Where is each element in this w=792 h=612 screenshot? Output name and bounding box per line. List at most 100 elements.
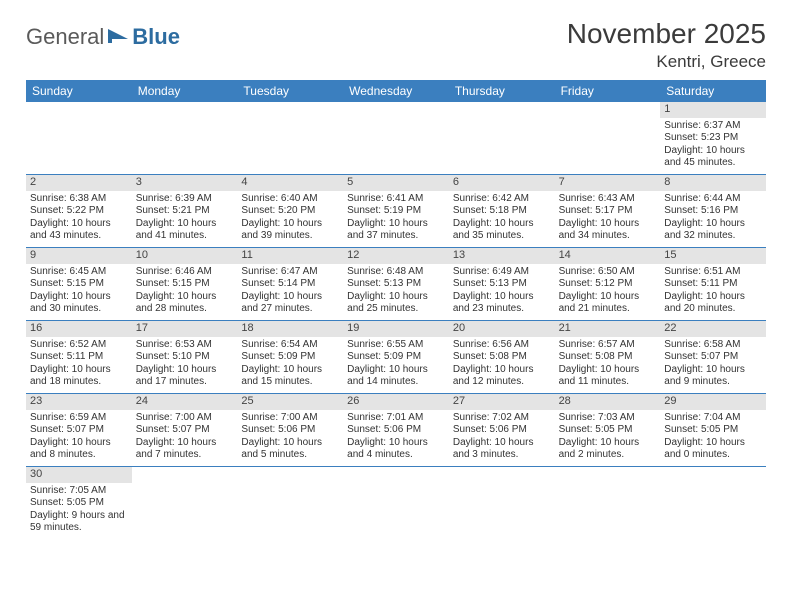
sunset-text: Sunset: 5:06 PM xyxy=(241,424,339,437)
day-cell: 20Sunrise: 6:56 AMSunset: 5:08 PMDayligh… xyxy=(449,321,555,393)
sunset-text: Sunset: 5:17 PM xyxy=(559,205,657,218)
sunrise-text: Sunrise: 7:01 AM xyxy=(347,412,445,425)
day-cell: 29 Sunrise: 7:04 AMSunset: 5:05 PMDayligh… xyxy=(660,394,766,466)
sunset-text: Sunset: 5:05 PM xyxy=(559,424,657,437)
day-number: 20 xyxy=(449,321,555,337)
day-number: 23 xyxy=(26,394,132,410)
daylight-text: Daylight: 10 hours and 0 minutes. xyxy=(664,437,762,462)
logo-flag-icon xyxy=(108,29,130,45)
sunset-text: Sunset: 5:11 PM xyxy=(664,278,762,291)
daylight-text: Daylight: 10 hours and 41 minutes. xyxy=(136,218,234,243)
sunset-text: Sunset: 5:13 PM xyxy=(453,278,551,291)
sunset-text: Sunset: 5:21 PM xyxy=(136,205,234,218)
sunset-text: Sunset: 5:20 PM xyxy=(241,205,339,218)
day-number: 28 xyxy=(555,394,661,410)
sunset-text: Sunset: 5:18 PM xyxy=(453,205,551,218)
sunset-text: Sunset: 5:19 PM xyxy=(347,205,445,218)
day-cell: 21Sunrise: 6:57 AMSunset: 5:08 PMDayligh… xyxy=(555,321,661,393)
calendar-week: 2Sunrise: 6:38 AMSunset: 5:22 PMDaylight… xyxy=(26,175,766,248)
sunset-text: Sunset: 5:16 PM xyxy=(664,205,762,218)
day-number: 26 xyxy=(343,394,449,410)
daylight-text: Daylight: 10 hours and 43 minutes. xyxy=(30,218,128,243)
day-number: 15 xyxy=(660,248,766,264)
daylight-text: Daylight: 10 hours and 30 minutes. xyxy=(30,291,128,316)
day-number: 11 xyxy=(237,248,343,264)
day-number: 27 xyxy=(449,394,555,410)
weekday-label: Monday xyxy=(132,80,238,102)
day-number: 2 xyxy=(26,175,132,191)
sunset-text: Sunset: 5:07 PM xyxy=(136,424,234,437)
day-cell xyxy=(555,467,661,539)
sunrise-text: Sunrise: 6:42 AM xyxy=(453,193,551,206)
daylight-text: Daylight: 10 hours and 8 minutes. xyxy=(30,437,128,462)
daylight-text: Daylight: 10 hours and 27 minutes. xyxy=(241,291,339,316)
sunrise-text: Sunrise: 7:05 AM xyxy=(30,485,128,498)
daylight-text: Daylight: 10 hours and 25 minutes. xyxy=(347,291,445,316)
sunrise-text: Sunrise: 6:48 AM xyxy=(347,266,445,279)
day-cell: 14Sunrise: 6:50 AMSunset: 5:12 PMDayligh… xyxy=(555,248,661,320)
day-number: 21 xyxy=(555,321,661,337)
day-cell: 25Sunrise: 7:00 AMSunset: 5:06 PMDayligh… xyxy=(237,394,343,466)
day-cell: 3Sunrise: 6:39 AMSunset: 5:21 PMDaylight… xyxy=(132,175,238,247)
sunset-text: Sunset: 5:10 PM xyxy=(136,351,234,364)
location: Kentri, Greece xyxy=(567,52,766,72)
sunrise-text: Sunrise: 6:55 AM xyxy=(347,339,445,352)
day-cell xyxy=(449,102,555,174)
daylight-text: Daylight: 10 hours and 9 minutes. xyxy=(664,364,762,389)
daylight-text: Daylight: 10 hours and 35 minutes. xyxy=(453,218,551,243)
day-number: 19 xyxy=(343,321,449,337)
day-cell: 2Sunrise: 6:38 AMSunset: 5:22 PMDaylight… xyxy=(26,175,132,247)
sunrise-text: Sunrise: 6:54 AM xyxy=(241,339,339,352)
day-cell: 17Sunrise: 6:53 AMSunset: 5:10 PMDayligh… xyxy=(132,321,238,393)
calendar-week: 23Sunrise: 6:59 AMSunset: 5:07 PMDayligh… xyxy=(26,394,766,467)
calendar-week: 9Sunrise: 6:45 AMSunset: 5:15 PMDaylight… xyxy=(26,248,766,321)
sunset-text: Sunset: 5:08 PM xyxy=(453,351,551,364)
daylight-text: Daylight: 10 hours and 20 minutes. xyxy=(664,291,762,316)
sunset-text: Sunset: 5:09 PM xyxy=(347,351,445,364)
day-number: 13 xyxy=(449,248,555,264)
day-cell: 5Sunrise: 6:41 AMSunset: 5:19 PMDaylight… xyxy=(343,175,449,247)
sunset-text: Sunset: 5:05 PM xyxy=(664,424,762,437)
day-cell: 6Sunrise: 6:42 AMSunset: 5:18 PMDaylight… xyxy=(449,175,555,247)
sunset-text: Sunset: 5:23 PM xyxy=(664,132,762,145)
sunset-text: Sunset: 5:11 PM xyxy=(30,351,128,364)
day-cell: 8Sunrise: 6:44 AMSunset: 5:16 PMDaylight… xyxy=(660,175,766,247)
day-number: 18 xyxy=(237,321,343,337)
daylight-text: Daylight: 10 hours and 11 minutes. xyxy=(559,364,657,389)
day-number: 10 xyxy=(132,248,238,264)
sunrise-text: Sunrise: 6:37 AM xyxy=(664,120,762,133)
daylight-text: Daylight: 10 hours and 14 minutes. xyxy=(347,364,445,389)
day-cell xyxy=(343,467,449,539)
sunrise-text: Sunrise: 7:00 AM xyxy=(241,412,339,425)
daylight-text: Daylight: 10 hours and 28 minutes. xyxy=(136,291,234,316)
daylight-text: Daylight: 10 hours and 18 minutes. xyxy=(30,364,128,389)
day-number: 22 xyxy=(660,321,766,337)
day-number: 12 xyxy=(343,248,449,264)
sunset-text: Sunset: 5:15 PM xyxy=(30,278,128,291)
sunset-text: Sunset: 5:07 PM xyxy=(30,424,128,437)
logo-text-2: Blue xyxy=(132,24,180,50)
weekday-label: Wednesday xyxy=(343,80,449,102)
day-cell xyxy=(132,102,238,174)
day-cell: 26Sunrise: 7:01 AMSunset: 5:06 PMDayligh… xyxy=(343,394,449,466)
day-number: 3 xyxy=(132,175,238,191)
sunrise-text: Sunrise: 7:04 AM xyxy=(664,412,762,425)
day-number: 29 xyxy=(660,394,766,410)
sunrise-text: Sunrise: 6:40 AM xyxy=(241,193,339,206)
day-cell: 11Sunrise: 6:47 AMSunset: 5:14 PMDayligh… xyxy=(237,248,343,320)
calendar-week: 30Sunrise: 7:05 AMSunset: 5:05 PMDayligh… xyxy=(26,467,766,539)
sunset-text: Sunset: 5:07 PM xyxy=(664,351,762,364)
day-cell: 12Sunrise: 6:48 AMSunset: 5:13 PMDayligh… xyxy=(343,248,449,320)
title-block: November 2025 Kentri, Greece xyxy=(567,18,766,72)
daylight-text: Daylight: 10 hours and 2 minutes. xyxy=(559,437,657,462)
day-cell: 18Sunrise: 6:54 AMSunset: 5:09 PMDayligh… xyxy=(237,321,343,393)
day-cell: 13Sunrise: 6:49 AMSunset: 5:13 PMDayligh… xyxy=(449,248,555,320)
sunset-text: Sunset: 5:06 PM xyxy=(347,424,445,437)
day-cell: 30Sunrise: 7:05 AMSunset: 5:05 PMDayligh… xyxy=(26,467,132,539)
day-number: 24 xyxy=(132,394,238,410)
day-number: 7 xyxy=(555,175,661,191)
daylight-text: Daylight: 10 hours and 12 minutes. xyxy=(453,364,551,389)
daylight-text: Daylight: 10 hours and 45 minutes. xyxy=(664,145,762,170)
day-cell: 10Sunrise: 6:46 AMSunset: 5:15 PMDayligh… xyxy=(132,248,238,320)
header: General Blue November 2025 Kentri, Greec… xyxy=(26,18,766,72)
